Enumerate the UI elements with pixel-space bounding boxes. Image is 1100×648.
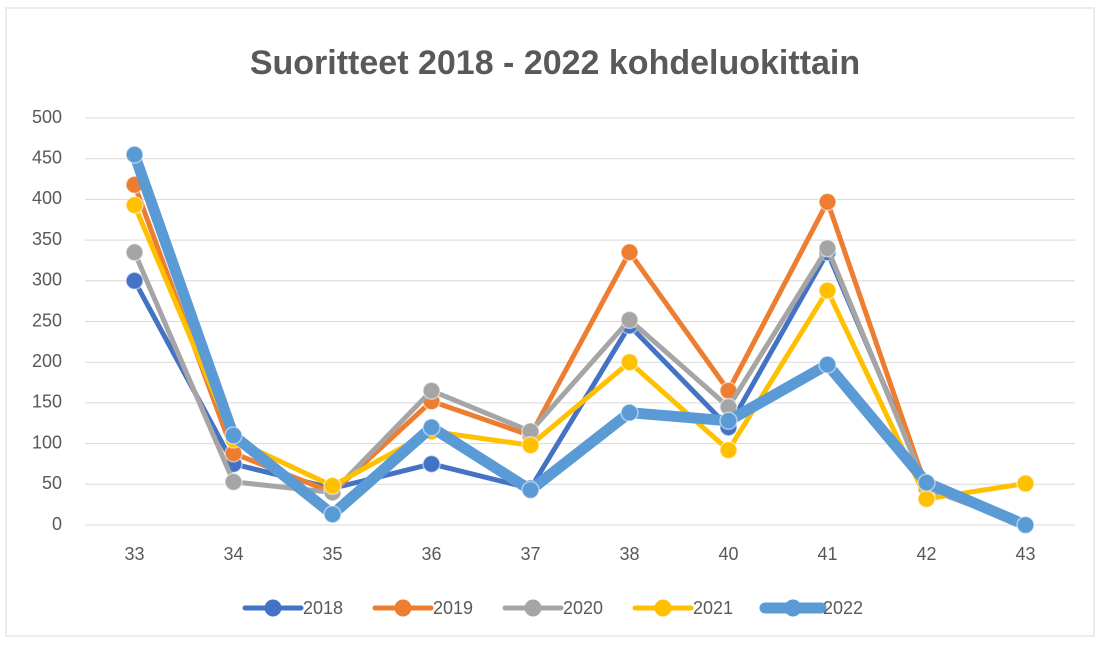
legend-marker [264, 599, 282, 617]
data-point [719, 440, 738, 460]
data-point [125, 243, 144, 262]
data-point [917, 473, 936, 492]
series-line [129, 149, 1031, 531]
data-point [1016, 474, 1035, 493]
data-point [422, 381, 441, 400]
data-point [125, 271, 144, 291]
legend-marker [784, 599, 802, 617]
legend-marker [654, 599, 672, 617]
series-line [132, 202, 1028, 502]
y-tick-label: 0 [52, 514, 62, 534]
data-point [125, 195, 144, 215]
y-tick-label: 350 [32, 229, 62, 249]
data-point [422, 418, 441, 437]
data-point [521, 435, 540, 455]
chart-title: Suoritteet 2018 - 2022 kohdeluokittain [250, 44, 860, 82]
data-point [1016, 515, 1035, 535]
data-point [818, 238, 837, 258]
y-tick-label: 450 [32, 147, 62, 167]
data-point [818, 281, 837, 300]
legend-label: 2021 [693, 598, 733, 618]
data-point [818, 355, 837, 374]
y-tick-label: 500 [32, 107, 62, 127]
data-point [917, 489, 936, 509]
data-point [521, 480, 540, 500]
series-line [132, 245, 1028, 528]
x-tick-label: 41 [817, 544, 837, 564]
data-point [620, 403, 639, 422]
legend-label: 2018 [303, 598, 343, 618]
legend-label: 2020 [563, 598, 603, 618]
data-point [422, 454, 441, 474]
legend-label: 2022 [823, 598, 863, 618]
y-tick-label: 400 [32, 188, 62, 208]
data-point [224, 472, 243, 492]
data-point [224, 426, 243, 445]
y-tick-label: 150 [32, 392, 62, 412]
legend-marker [394, 599, 412, 617]
y-tick-label: 300 [32, 270, 62, 290]
x-tick-label: 40 [718, 544, 738, 564]
data-point [818, 192, 837, 212]
x-tick-label: 38 [619, 544, 639, 564]
x-tick-label: 37 [520, 544, 540, 564]
data-point [125, 145, 144, 164]
data-point [323, 476, 342, 496]
y-tick-label: 200 [32, 351, 62, 371]
legend-label: 2019 [433, 598, 473, 618]
y-tick-label: 50 [42, 473, 62, 493]
data-point [719, 411, 738, 431]
x-tick-label: 34 [223, 544, 243, 564]
data-point [323, 505, 342, 524]
x-tick-label: 43 [1015, 544, 1035, 564]
legend-marker [524, 599, 542, 617]
y-tick-label: 250 [32, 310, 62, 330]
x-tick-label: 33 [124, 544, 144, 564]
data-point [620, 352, 639, 372]
data-point [620, 243, 639, 262]
x-tick-label: 42 [916, 544, 936, 564]
x-tick-label: 35 [322, 544, 342, 564]
y-tick-label: 100 [32, 432, 62, 452]
data-point [620, 310, 639, 330]
x-tick-label: 36 [421, 544, 441, 564]
